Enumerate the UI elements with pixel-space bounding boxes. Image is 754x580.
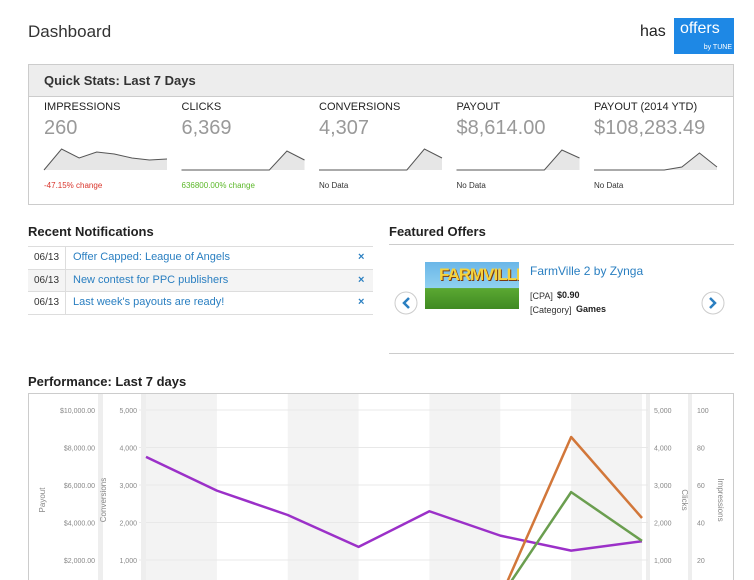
offer-category-label: [Category] [530, 305, 572, 315]
logo-by: by TUNE [703, 44, 732, 51]
page-title: Dashboard [28, 22, 112, 41]
stat-value: 6,369 [181, 117, 232, 139]
notification-link[interactable]: Offer Capped: League of Angels [73, 251, 230, 263]
y-tick-label: 2,000 [654, 521, 672, 528]
y-tick-label: $4,000.00 [64, 521, 95, 528]
offer-cpa-label: [CPA] [530, 291, 553, 301]
stat-value: 4,307 [319, 117, 370, 139]
sparkline [456, 149, 580, 171]
y-tick-label: 1,000 [119, 558, 137, 565]
y-tick-label: 3,000 [654, 483, 672, 490]
axis-label: Payout [38, 487, 47, 513]
notification-link[interactable]: Last week's payouts are ready! [73, 296, 225, 308]
stat-value: $108,283.49 [594, 117, 706, 139]
sparkline [43, 148, 168, 171]
y-tick-label: 80 [697, 446, 705, 453]
performance-title: Performance: Last 7 days [28, 374, 187, 389]
y-tick-label: 5,000 [654, 408, 672, 415]
series-line [145, 455, 643, 552]
close-icon[interactable]: × [358, 296, 365, 308]
notification-row: 06/13 Last week's payouts are ready! × [28, 291, 373, 315]
stat-change: 636800.00% change [181, 181, 255, 190]
axis-separator [141, 394, 146, 580]
chart-box [28, 393, 734, 580]
column-band [429, 394, 501, 580]
sparklines [43, 148, 718, 171]
sparkline [181, 150, 305, 171]
logo-box: offers by TUNE [674, 18, 734, 54]
y-tick-label: 5,000 [119, 408, 137, 415]
divider [65, 247, 66, 269]
y-tick-label: 100 [697, 408, 709, 415]
axis-label: Conversions [99, 478, 108, 522]
axis-label: Impressions [716, 478, 725, 521]
quick-stats-box [28, 64, 734, 205]
featured-rule [389, 244, 734, 245]
y-tick-label: 60 [697, 483, 705, 490]
y-tick-label: $8,000.00 [64, 446, 95, 453]
divider [65, 292, 66, 314]
logo-has: has [640, 23, 666, 40]
column-band [287, 394, 359, 580]
y-tick-label: 4,000 [654, 446, 672, 453]
logo-offers: offers [680, 20, 720, 37]
notification-date: 06/13 [34, 252, 60, 263]
y-tick-label: $2,000.00 [64, 558, 95, 565]
y-tick-label: 40 [697, 521, 705, 528]
offer-cpa: $0.90 [557, 290, 580, 300]
y-tick-label: $6,000.00 [64, 483, 95, 490]
y-tick-label: 4,000 [119, 446, 137, 453]
sparkline [594, 152, 718, 171]
stat-label: CLICKS [181, 101, 222, 113]
axis-label: Clicks [680, 489, 689, 510]
notifications-title: Recent Notifications [28, 224, 154, 239]
stat-change: No Data [594, 181, 624, 190]
series-line [510, 490, 643, 580]
offer-image-text: FARMVILLE2 [439, 265, 519, 284]
series-line [506, 435, 643, 580]
featured-rule [389, 353, 734, 354]
stat-label: PAYOUT (2014 YTD) [594, 101, 698, 113]
close-icon[interactable]: × [358, 251, 365, 263]
notification-date: 06/13 [34, 274, 60, 286]
offer-image: FARMVILLE2 [425, 262, 519, 309]
stat-change: -47.15% change [44, 181, 103, 190]
notification-row: 06/13 Offer Capped: League of Angels × [28, 246, 373, 269]
stat-label: CONVERSIONS [319, 101, 401, 113]
y-tick-label: 20 [697, 558, 705, 565]
close-icon[interactable]: × [358, 273, 365, 286]
stat-change: No Data [456, 181, 486, 190]
sparkline-area [44, 149, 167, 170]
notification-date: 06/13 [34, 297, 60, 308]
quick-stats-title: Quick Stats: Last 7 Days [44, 73, 196, 88]
y-tick-label: 3,000 [119, 483, 137, 490]
stat-change: No Data [319, 181, 349, 190]
column-band [146, 394, 217, 580]
y-tick-label: 1,000 [654, 558, 672, 565]
axis-separator [98, 394, 103, 580]
divider [65, 269, 66, 292]
sparkline-area [594, 153, 717, 170]
y-tick-label: $10,000.00 [60, 408, 95, 415]
y-tick-label: 2,000 [119, 521, 137, 528]
featured-title: Featured Offers [389, 224, 486, 239]
sparkline [319, 148, 443, 171]
stat-label: PAYOUT [456, 101, 501, 113]
quick-stats-header [29, 65, 733, 97]
stat-value: $8,614.00 [456, 117, 546, 139]
offer-name[interactable]: FarmVille 2 by Zynga [530, 264, 644, 278]
column-band [571, 394, 642, 580]
stat-label: IMPRESSIONS [44, 101, 121, 113]
stat-value: 260 [44, 117, 78, 139]
notification-link[interactable]: New contest for PPC publishers [73, 273, 229, 286]
notification-row: 06/13 New contest for PPC publishers × [28, 268, 373, 292]
axis-separator [688, 394, 692, 580]
axis-separator [646, 394, 650, 580]
offer-category: Games [576, 304, 607, 314]
